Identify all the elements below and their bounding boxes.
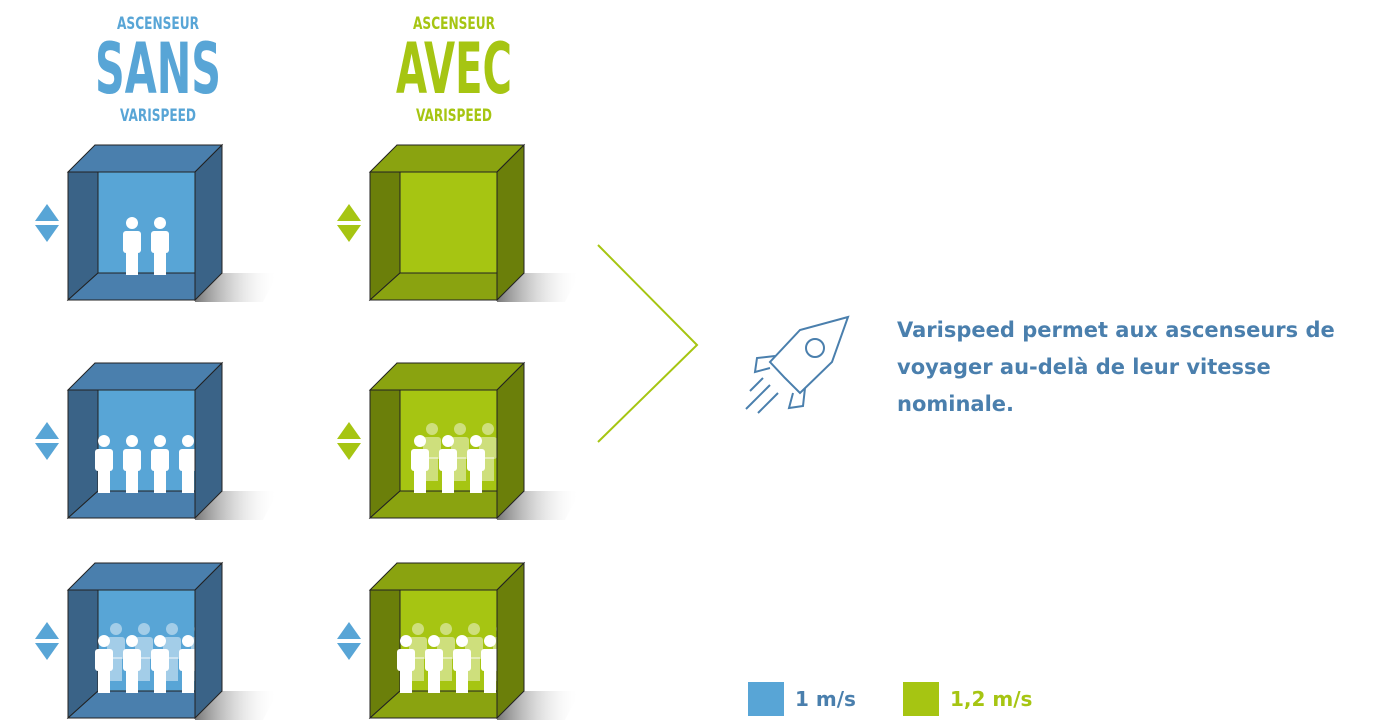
person-head xyxy=(110,623,122,635)
person-head xyxy=(182,435,194,447)
person-body xyxy=(123,231,141,253)
person-body xyxy=(453,649,471,671)
person-body xyxy=(95,449,113,471)
person-head xyxy=(454,423,466,435)
page: ASCENSEURSANSVARISPEEDASCENSEURAVECVARIS… xyxy=(0,0,1373,720)
arrow-up xyxy=(35,204,59,221)
person-body xyxy=(411,449,429,471)
cube-right xyxy=(195,363,222,518)
person-head xyxy=(484,635,496,647)
person-body xyxy=(467,449,485,471)
person-head xyxy=(482,423,494,435)
person-legs xyxy=(154,251,166,275)
person-body xyxy=(397,649,415,671)
arrow-down xyxy=(35,225,59,242)
person-legs xyxy=(182,669,194,693)
person-legs xyxy=(126,251,138,275)
person-head xyxy=(426,423,438,435)
arrow-up xyxy=(35,622,59,639)
person-legs xyxy=(182,469,194,493)
person-legs xyxy=(154,669,166,693)
arrow-down xyxy=(337,443,361,460)
rocket-icon xyxy=(746,317,848,413)
legend-label: 1,2 m/s xyxy=(950,682,1032,716)
cube-right xyxy=(195,145,222,300)
arrow-up xyxy=(337,204,361,221)
person-legs xyxy=(470,469,482,493)
person-head xyxy=(98,635,110,647)
header-bottom: VARISPEED xyxy=(416,106,492,126)
chevron xyxy=(598,245,697,442)
description: Varispeed permet aux ascenseurs de voyag… xyxy=(897,312,1347,423)
person-legs xyxy=(442,469,454,493)
person-legs xyxy=(126,669,138,693)
person-body xyxy=(425,649,443,671)
cube-right xyxy=(497,145,524,300)
cube-right xyxy=(497,363,524,518)
arrow-up xyxy=(337,622,361,639)
cube-right xyxy=(497,563,524,718)
legend-label: 1 m/s xyxy=(795,682,856,716)
person-head xyxy=(154,435,166,447)
person-head xyxy=(126,435,138,447)
person-head xyxy=(182,635,194,647)
arrow-up xyxy=(35,422,59,439)
person-body xyxy=(123,449,141,471)
header-bottom: VARISPEED xyxy=(120,106,196,126)
legend-swatch xyxy=(903,682,939,716)
person-head xyxy=(412,623,424,635)
arrow-down xyxy=(35,443,59,460)
person-head xyxy=(98,435,110,447)
cube-right xyxy=(195,563,222,718)
elevator-cube xyxy=(337,363,580,520)
arrow-down xyxy=(337,225,361,242)
person-head xyxy=(470,435,482,447)
person-head xyxy=(456,635,468,647)
person-head xyxy=(428,635,440,647)
person-body xyxy=(151,231,169,253)
person-head xyxy=(154,217,166,229)
elevator-cube xyxy=(35,145,278,302)
person-legs xyxy=(126,469,138,493)
person-head xyxy=(468,623,480,635)
header-main: AVEC xyxy=(396,28,512,110)
person-legs xyxy=(154,469,166,493)
person-head xyxy=(154,635,166,647)
elevator-cube xyxy=(337,145,580,302)
legend-swatch xyxy=(748,682,784,716)
person-body xyxy=(179,649,197,671)
header-main: SANS xyxy=(95,28,221,110)
person-body xyxy=(439,449,457,471)
elevator-cube xyxy=(35,363,278,520)
person-legs xyxy=(414,469,426,493)
person-body xyxy=(95,649,113,671)
person-body xyxy=(151,449,169,471)
person-legs xyxy=(484,669,496,693)
person-legs xyxy=(98,469,110,493)
person-legs xyxy=(456,669,468,693)
person-body xyxy=(481,649,499,671)
person-body xyxy=(179,449,197,471)
person-body xyxy=(123,649,141,671)
person-body xyxy=(151,649,169,671)
arrow-down xyxy=(35,643,59,660)
person-legs xyxy=(428,669,440,693)
elevator-cube xyxy=(337,563,580,720)
person-head xyxy=(414,435,426,447)
person-head xyxy=(166,623,178,635)
person-head xyxy=(442,435,454,447)
person-legs xyxy=(98,669,110,693)
person-head xyxy=(126,635,138,647)
person-head xyxy=(440,623,452,635)
elevator-cube xyxy=(35,563,278,720)
person-head xyxy=(126,217,138,229)
person-head xyxy=(138,623,150,635)
arrow-down xyxy=(337,643,361,660)
person-head xyxy=(400,635,412,647)
arrow-up xyxy=(337,422,361,439)
person-legs xyxy=(400,669,412,693)
